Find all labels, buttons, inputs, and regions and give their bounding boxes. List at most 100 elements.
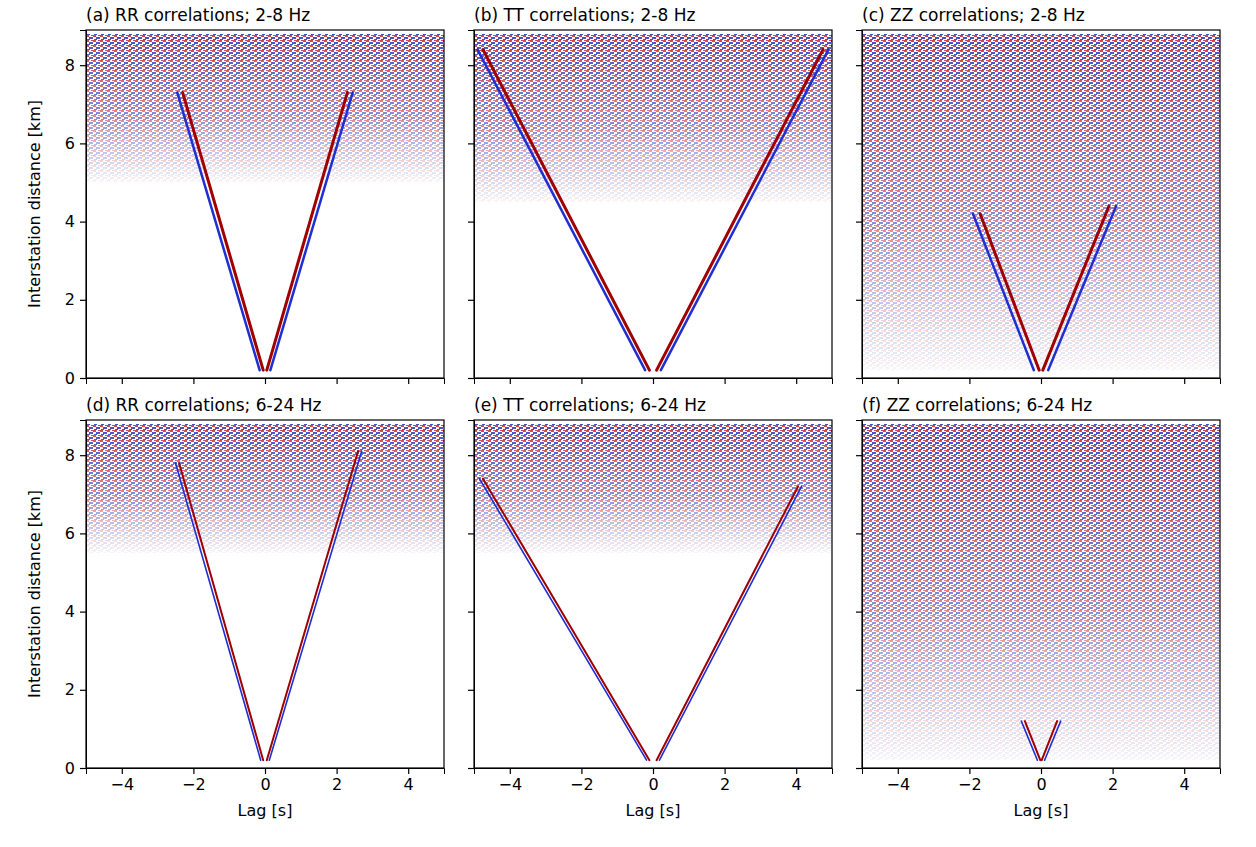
- arrival-line: [1045, 721, 1061, 760]
- tick-mark: [468, 221, 474, 222]
- x-axis: [863, 378, 1221, 384]
- x-tick: [653, 378, 654, 384]
- x-tick: [1041, 378, 1042, 384]
- panel: −4−2024(f) ZZ correlations; 6-24 HzLag […: [856, 395, 1221, 820]
- panel: (b) TT correlations; 2-8 Hz: [468, 5, 833, 384]
- axis-line: [87, 769, 445, 775]
- y-axis: [468, 31, 475, 379]
- tick-label: 2: [332, 775, 342, 794]
- x-tick: [510, 378, 511, 384]
- tick-mark: [337, 768, 338, 774]
- noise-band: [86, 424, 444, 553]
- y-tick: [468, 612, 474, 613]
- y-tick: [856, 222, 862, 223]
- x-tick: [725, 378, 726, 384]
- arrival-line: [659, 486, 801, 760]
- tick-mark: [193, 378, 194, 384]
- tick-mark: [80, 221, 86, 222]
- noise-band: [86, 34, 444, 183]
- y-tick: [468, 143, 474, 144]
- tick-mark: [408, 768, 409, 774]
- arrival-line: [1043, 206, 1109, 370]
- tick-label: 2: [720, 775, 730, 794]
- plot-area: [862, 424, 1220, 760]
- panel-title: (e) TT correlations; 6-24 Hz: [474, 395, 706, 415]
- y-tick: 0: [65, 369, 86, 388]
- x-axis: −4 −2 0 2 4: [87, 768, 445, 794]
- y-axis-title: Interstation distance [km]: [25, 490, 44, 698]
- tick-mark: [856, 690, 862, 691]
- tick-mark: [796, 768, 797, 774]
- arrival-line: [1048, 206, 1116, 370]
- x-tick: 0: [260, 768, 270, 794]
- tick-mark: [468, 611, 474, 612]
- axis-line: [80, 31, 87, 379]
- x-axis: [87, 378, 445, 384]
- y-tick: 2: [65, 680, 86, 699]
- arrival-line: [1025, 721, 1040, 760]
- tick-mark: [122, 768, 123, 774]
- tick-mark: [969, 768, 970, 774]
- y-tick: [856, 378, 862, 379]
- tick-mark: [80, 65, 86, 66]
- tick-mark: [80, 768, 86, 769]
- x-tick: −2: [182, 768, 206, 794]
- y-tick: 0: [65, 759, 86, 778]
- tick-label: 2: [65, 290, 75, 309]
- tick-mark: [510, 768, 511, 774]
- y-tick: 6: [65, 134, 86, 153]
- arrival-line: [657, 50, 823, 371]
- tick-mark: [856, 455, 862, 456]
- tick-mark: [1112, 768, 1113, 774]
- x-tick: [122, 378, 123, 384]
- noise-band: [474, 424, 832, 553]
- plot-area: [86, 424, 444, 760]
- noise-band: [862, 34, 1220, 370]
- plot-area: [474, 424, 832, 760]
- tick-label: −4: [111, 775, 135, 794]
- tick-mark: [80, 533, 86, 534]
- arrival-line: [661, 50, 829, 371]
- tick-mark: [724, 768, 725, 774]
- tick-mark: [468, 143, 474, 144]
- x-tick: [796, 378, 797, 384]
- arrival-line: [1042, 721, 1057, 760]
- tick-mark: [856, 378, 862, 379]
- arrival-line: [980, 214, 1039, 370]
- x-tick: −2: [958, 768, 982, 794]
- x-tick: 0: [648, 768, 658, 794]
- tick-mark: [724, 378, 725, 384]
- panel-title: (f) ZZ correlations; 6-24 Hz: [862, 395, 1092, 415]
- x-tick: [1113, 378, 1114, 384]
- y-tick: 4: [65, 212, 86, 231]
- tick-mark: [581, 768, 582, 774]
- tick-mark: [337, 378, 338, 384]
- panel-title: (d) RR correlations; 6-24 Hz: [86, 395, 321, 415]
- x-tick: [265, 378, 266, 384]
- x-tick: [337, 378, 338, 384]
- tick-label: 6: [65, 134, 75, 153]
- tick-label: 0: [260, 775, 270, 794]
- panel-title: (a) RR correlations; 2-8 Hz: [86, 5, 310, 25]
- panel-title: (b) TT correlations; 2-8 Hz: [474, 5, 695, 25]
- tick-label: 8: [65, 446, 75, 465]
- tick-mark: [80, 611, 86, 612]
- tick-label: 2: [65, 680, 75, 699]
- tick-mark: [856, 143, 862, 144]
- tick-label: −2: [958, 775, 982, 794]
- y-tick: [856, 143, 862, 144]
- y-tick: [468, 455, 474, 456]
- x-tick: 2: [720, 768, 730, 794]
- x-axis: −4−2024: [475, 768, 833, 794]
- x-axis: [475, 378, 833, 384]
- tick-label: 6: [65, 524, 75, 543]
- axis-line: [863, 379, 1221, 385]
- axis-line: [856, 421, 863, 769]
- tick-label: 8: [65, 56, 75, 75]
- x-axis-title: Lag [s]: [626, 801, 681, 820]
- tick-label: 4: [404, 775, 414, 794]
- arrival-line: [483, 50, 649, 371]
- x-tick: [1184, 378, 1185, 384]
- tick-mark: [80, 455, 86, 456]
- tick-mark: [796, 378, 797, 384]
